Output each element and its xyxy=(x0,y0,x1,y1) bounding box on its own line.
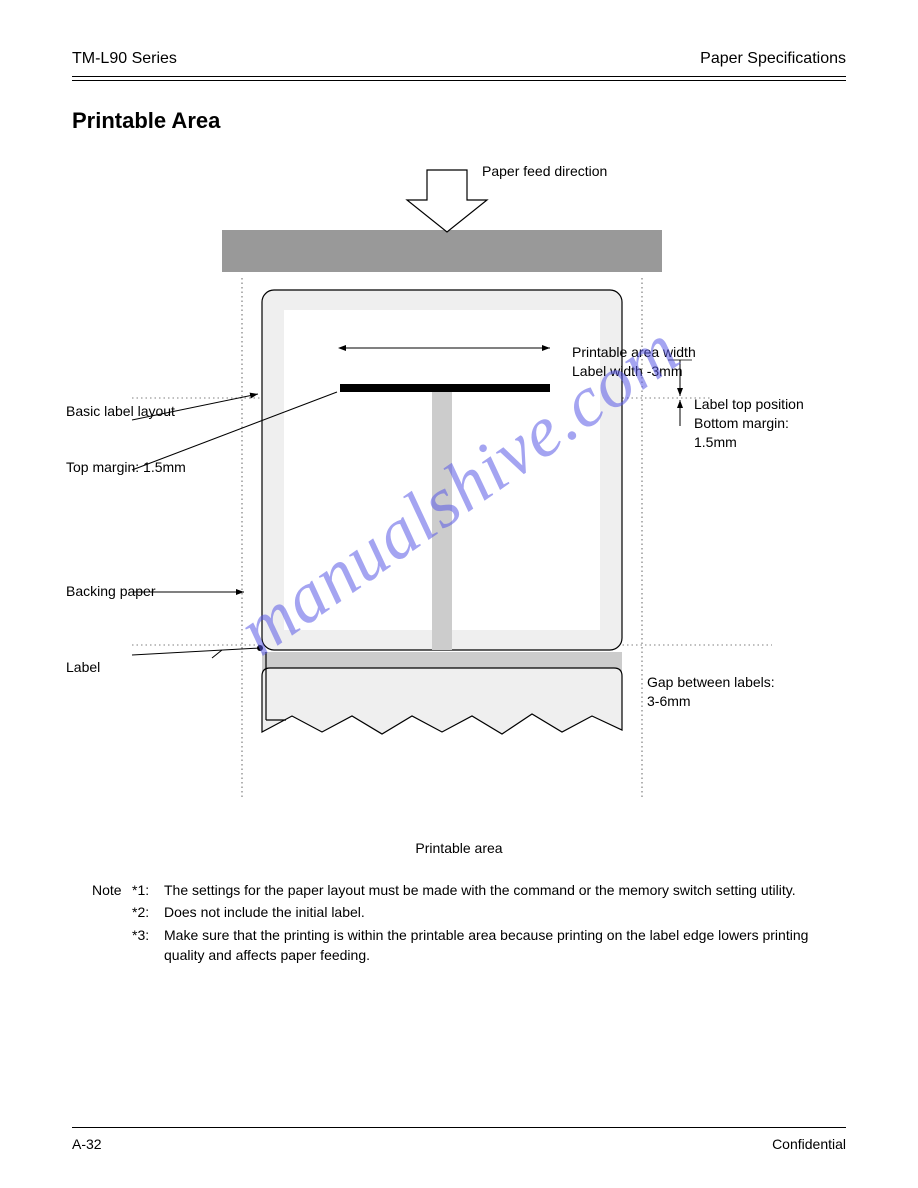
note-star: *1: xyxy=(132,880,164,900)
header-section-title: Paper Specifications xyxy=(700,50,846,68)
page-container: TM-L90 Series Paper Specifications Print… xyxy=(0,0,918,1188)
center-strip xyxy=(432,390,452,650)
label-printable-width: Printable area width Label width -3mm xyxy=(572,343,696,381)
section-heading: Printable Area xyxy=(72,108,220,134)
note-row: Note *1: The settings for the paper layo… xyxy=(92,880,826,900)
footer-rule xyxy=(72,1127,846,1128)
note-tag: Note xyxy=(92,880,132,900)
note-tag xyxy=(92,902,132,922)
footer-confidential: Confidential xyxy=(772,1136,846,1152)
header-row: TM-L90 Series Paper Specifications xyxy=(72,50,846,68)
label-gap: Gap between labels: 3-6mm xyxy=(647,673,775,711)
footer-page-num: A-32 xyxy=(72,1136,102,1152)
footer-row: A-32 Confidential xyxy=(72,1136,846,1152)
figure-area: Paper feed direction Basic label layout … xyxy=(72,160,846,820)
label-shape-bottom xyxy=(262,668,622,734)
header-rule xyxy=(72,76,846,77)
note-star: *2: xyxy=(132,902,164,922)
note-text: The settings for the paper layout must b… xyxy=(164,880,826,900)
feed-direction-label: Paper feed direction xyxy=(482,162,607,181)
black-print-bar xyxy=(340,384,550,392)
figure-caption: Printable area xyxy=(72,840,846,856)
note-tag xyxy=(92,925,132,966)
label-label: Label xyxy=(66,658,100,677)
label-top-margin: Top margin: 1.5mm xyxy=(66,458,186,477)
top-head-bar xyxy=(222,230,662,272)
note-row: *3: Make sure that the printing is withi… xyxy=(92,925,826,966)
feed-arrow-icon xyxy=(407,170,487,232)
note-row: *2: Does not include the initial label. xyxy=(92,902,826,922)
header-page-title: TM-L90 Series xyxy=(72,50,177,68)
note-star: *3: xyxy=(132,925,164,966)
label-backing-paper: Backing paper xyxy=(66,582,156,601)
note-text: Make sure that the printing is within th… xyxy=(164,925,826,966)
note-text: Does not include the initial label. xyxy=(164,902,826,922)
label-label-top-pos: Label top position Bottom margin: 1.5mm xyxy=(694,395,804,452)
notes-block: Note *1: The settings for the paper layo… xyxy=(92,880,826,967)
label-basic-layout: Basic label layout xyxy=(66,402,175,421)
